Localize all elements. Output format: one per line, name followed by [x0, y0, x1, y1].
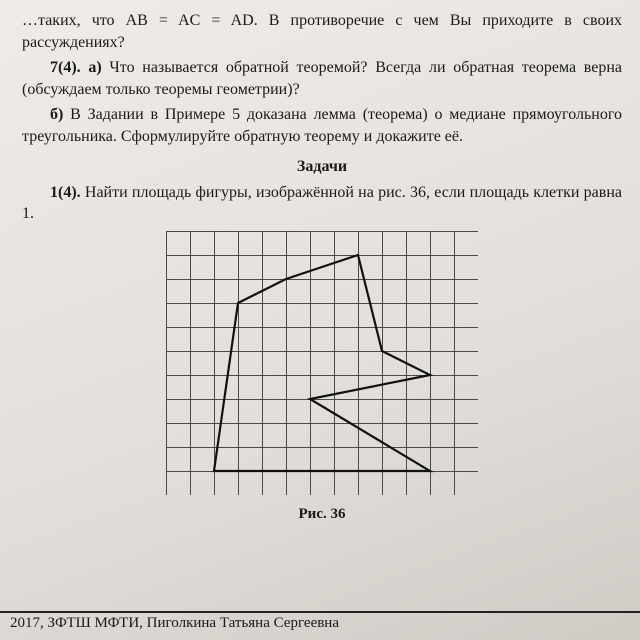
question-1: 1(4). Найти площадь фигуры, изображённой… — [22, 182, 622, 225]
question-7b-body: В Задании в Примере 5 доказана лемма (те… — [22, 106, 622, 145]
question-7a: 7(4). а) Что называется обратной теоремо… — [22, 57, 622, 100]
question-1-label: 1(4). — [50, 184, 81, 201]
figure-wrap: Рис. 36 — [22, 231, 622, 523]
question-7b: б) В Задании в Примере 5 доказана лемма … — [22, 104, 622, 147]
fragment-line: …таких, что AB = AC = AD. В противоречие… — [22, 10, 622, 53]
figure-caption: Рис. 36 — [22, 506, 622, 523]
section-title: Задачи — [22, 158, 622, 176]
question-1-body: Найти площадь фигуры, изображённой на ри… — [22, 184, 622, 223]
page: …таких, что AB = AC = AD. В противоречие… — [0, 0, 640, 640]
figure-grid-polygon — [166, 231, 478, 495]
question-7a-label: 7(4). а) — [50, 59, 102, 76]
question-7b-label: б) — [50, 106, 63, 123]
footer-line: 2017, ЗФТШ МФТИ, Пиголкина Татьяна Серге… — [0, 611, 640, 632]
question-7a-body: Что называется обратной теоремой? Всегда… — [22, 59, 622, 98]
